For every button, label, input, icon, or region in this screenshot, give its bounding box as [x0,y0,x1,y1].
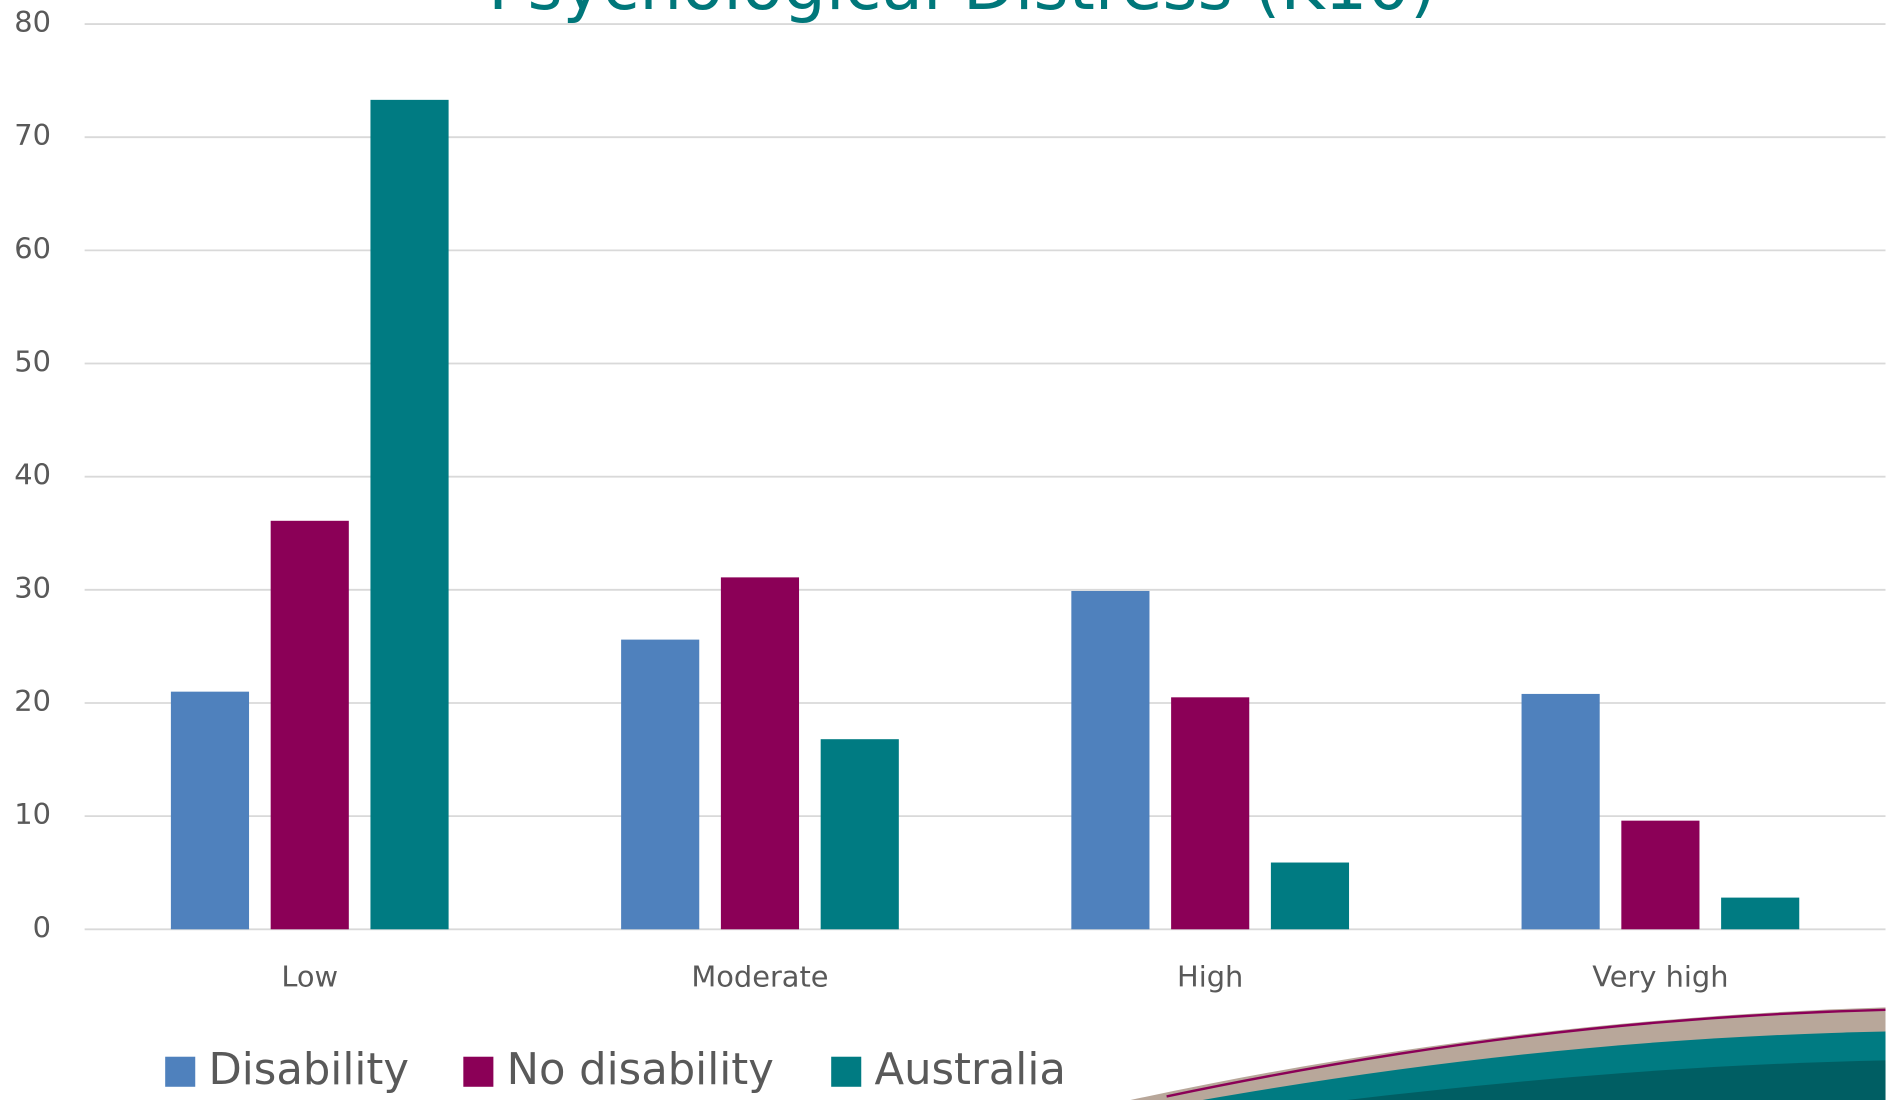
bar [820,739,899,930]
legend-swatch [463,1056,494,1087]
legend-swatch [165,1056,196,1087]
legend-label: Australia [874,1045,1065,1095]
bar [1171,697,1250,930]
x-tick-label: Very high [1592,960,1728,994]
y-tick-label: 10 [14,797,51,831]
y-tick-label: 0 [33,910,51,944]
y-tick-label: 50 [14,345,51,379]
decoration [1130,1007,1886,1100]
y-tick-label: 60 [14,231,51,265]
x-tick-label: Low [281,960,338,994]
y-tick-label: 30 [14,571,51,605]
x-tick-label: High [1177,960,1243,994]
chart-title: Psychological Distress (K10) [488,0,1436,25]
bar [720,577,800,930]
bar [170,691,250,930]
bar [1071,590,1150,930]
bar [621,639,700,930]
y-tick-label: 20 [14,684,51,718]
bar [1521,693,1600,930]
legend-label: Disability [208,1045,408,1095]
y-tick-label: 70 [14,118,51,152]
bar [370,99,449,930]
x-tick-label: Moderate [691,960,828,994]
y-tick-label: 40 [14,458,51,492]
bar [1621,820,1700,930]
y-tick-label: 80 [14,5,51,39]
bar [1721,897,1800,930]
legend-label: No disability [507,1045,774,1095]
bar [1270,862,1350,930]
legend-swatch [831,1056,862,1087]
bar [270,520,349,930]
